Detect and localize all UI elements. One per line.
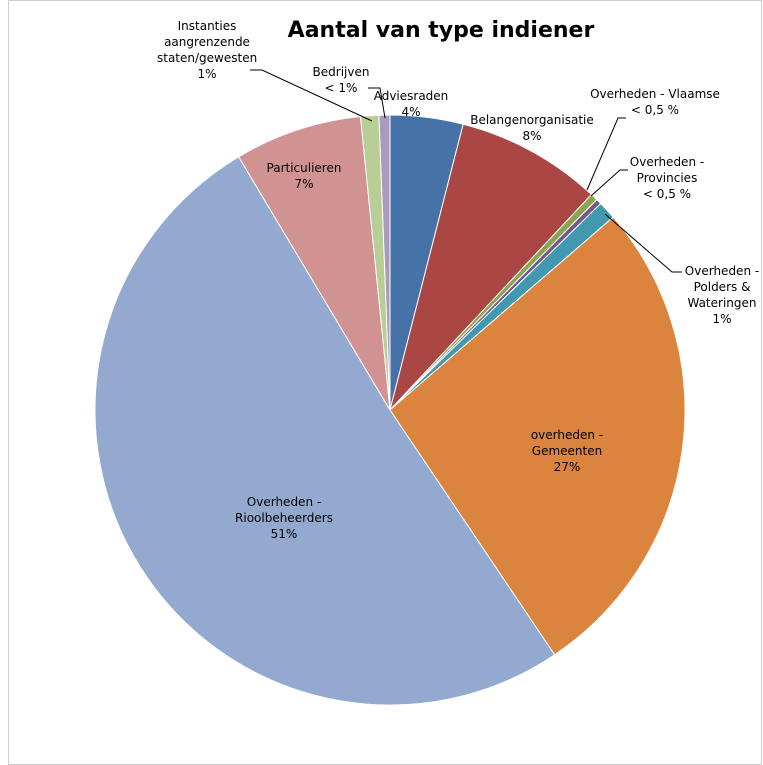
data-label: Adviesraden 4% [366, 88, 456, 120]
value-label: 4% [401, 105, 421, 119]
category-label: Overheden - Polders & Wateringen [684, 264, 760, 310]
value-label: 1% [197, 67, 217, 81]
leader-line [586, 117, 626, 191]
leader-line [250, 69, 373, 122]
pie-slice [389, 216, 686, 656]
pie-slice [237, 115, 391, 411]
value-label: < 0,5 % [642, 187, 692, 201]
value-label: < 1% [324, 81, 358, 95]
category-label: Overheden - Vlaamse [590, 87, 720, 101]
leader-line [368, 87, 386, 119]
pie-slice [389, 123, 593, 411]
leader-lines [250, 69, 682, 273]
value-label: 51% [270, 527, 298, 541]
leader-line [604, 213, 682, 273]
category-label: Instanties aangrenzende staten/gewesten [157, 19, 258, 65]
value-label: 8% [522, 129, 542, 143]
pie-slice [94, 156, 556, 706]
value-label: < 0,5 % [630, 103, 680, 117]
data-label: overheden - Gemeenten 27% [522, 427, 612, 475]
data-label: Particulieren 7% [254, 160, 354, 192]
category-label: Belangenorganisatie [470, 113, 594, 127]
category-label: Overheden - Rioolbeheerders [235, 495, 333, 525]
data-label: Overheden - Rioolbeheerders 51% [219, 494, 349, 542]
data-label: Bedrijven < 1% [306, 64, 376, 96]
category-label: Adviesraden [373, 89, 449, 103]
data-label: Overheden - Polders & Wateringen 1% [680, 263, 763, 327]
data-label: Overheden - Vlaamse < 0,5 % [580, 86, 730, 118]
category-label: Bedrijven [312, 65, 370, 79]
category-label: Particulieren [266, 161, 342, 175]
value-label: 1% [712, 312, 732, 326]
value-label: 27% [553, 460, 581, 474]
slices [94, 114, 686, 706]
data-label: Belangenorganisatie 8% [462, 112, 602, 144]
category-label: overheden - Gemeenten [530, 428, 604, 458]
leader-line [590, 169, 628, 197]
data-label: Instanties aangrenzende staten/gewesten 1… [157, 18, 257, 82]
chart-title: Aantal van type indiener [287, 18, 595, 43]
value-label: 7% [294, 177, 314, 191]
category-label: Overheden - Provincies [629, 155, 705, 185]
data-label: Overheden - Provincies < 0,5 % [622, 154, 712, 202]
